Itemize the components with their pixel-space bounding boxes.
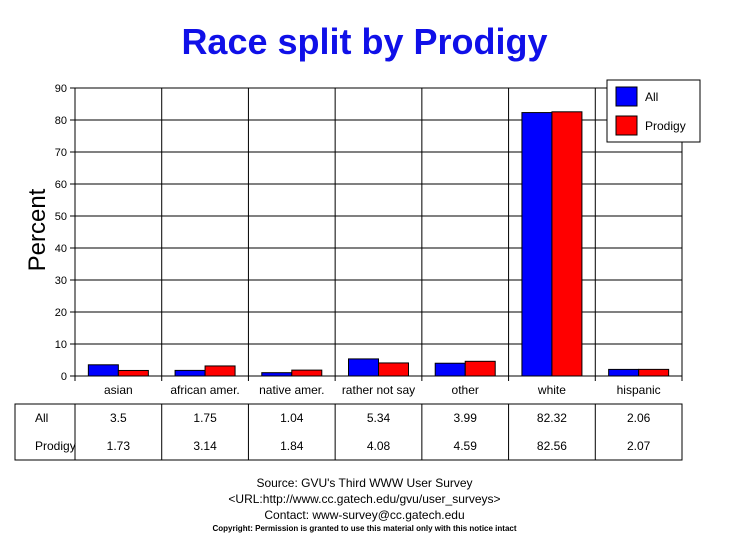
source-url: <URL:http://www.cc.gatech.edu/gvu/user_s… [228, 492, 501, 506]
y-tick-label: 0 [61, 371, 67, 383]
legend-swatch-prodigy [615, 115, 638, 136]
y-tick-label: 50 [55, 211, 67, 223]
bar-all [348, 358, 379, 377]
legend-swatch-all [615, 86, 638, 107]
bar-prodigy [291, 369, 323, 377]
x-tick-label: white [537, 383, 566, 397]
x-tick-label: other [452, 383, 479, 397]
y-tick-label: 40 [55, 243, 67, 255]
y-tick-label: 80 [55, 115, 67, 127]
data-table-row-label: Prodigy [35, 439, 76, 453]
bar-prodigy [117, 369, 149, 377]
data-table-value: 82.32 [537, 411, 567, 425]
data-table-value: 2.06 [627, 411, 651, 425]
source-contact: Contact: www-survey@cc.gatech.edu [264, 508, 465, 522]
bar-prodigy [551, 111, 583, 377]
x-tick-label: rather not say [342, 383, 415, 397]
data-table-value: 2.07 [627, 439, 651, 453]
source-line: Source: GVU's Third WWW User Survey [256, 476, 473, 490]
bar-prodigy [464, 360, 496, 377]
x-tick-label: native amer. [259, 383, 324, 397]
y-tick-label: 70 [55, 147, 67, 159]
x-tick-label: hispanic [617, 383, 661, 397]
bar-all [174, 369, 206, 377]
bar-all [87, 364, 119, 377]
bar-all [521, 112, 553, 377]
copyright-notice: Copyright: Permission is granted to use … [212, 524, 517, 533]
x-tick-label: asian [104, 383, 133, 397]
chart-title: Race split by Prodigy [181, 21, 548, 62]
y-tick-label: 20 [55, 307, 67, 319]
data-table-row-label: All [35, 411, 48, 425]
plot-frame [74, 87, 683, 377]
bar-prodigy [204, 365, 236, 377]
y-tick-label: 60 [55, 179, 67, 191]
data-table-value: 5.34 [367, 411, 391, 425]
data-table-value: 1.73 [107, 439, 131, 453]
data-table-value: 3.14 [193, 439, 217, 453]
y-tick-label: 30 [55, 275, 67, 287]
data-table-value: 3.99 [454, 411, 478, 425]
y-tick-label: 10 [55, 339, 67, 351]
data-table-value: 1.04 [280, 411, 304, 425]
data-table-value: 4.08 [367, 439, 391, 453]
data-table-value: 4.59 [454, 439, 478, 453]
x-tick-label: african amer. [170, 383, 239, 397]
data-table-value: 3.5 [110, 411, 127, 425]
bar-chart: 0 10 20 30 40 50 60 70 80 90 asian african amer. nat… [14, 79, 701, 461]
data-table-value: 1.84 [280, 439, 304, 453]
bar-all [434, 362, 466, 377]
bar-prodigy [378, 362, 409, 377]
legend-label-prodigy: Prodigy [645, 119, 686, 133]
bar-prodigy [638, 368, 670, 377]
bar-all [261, 372, 293, 377]
bar-all [608, 368, 640, 377]
data-table-value: 82.56 [537, 439, 567, 453]
y-tick-label: 90 [55, 83, 67, 95]
data-table-value: 1.75 [193, 411, 217, 425]
legend-label-all: All [645, 90, 658, 104]
